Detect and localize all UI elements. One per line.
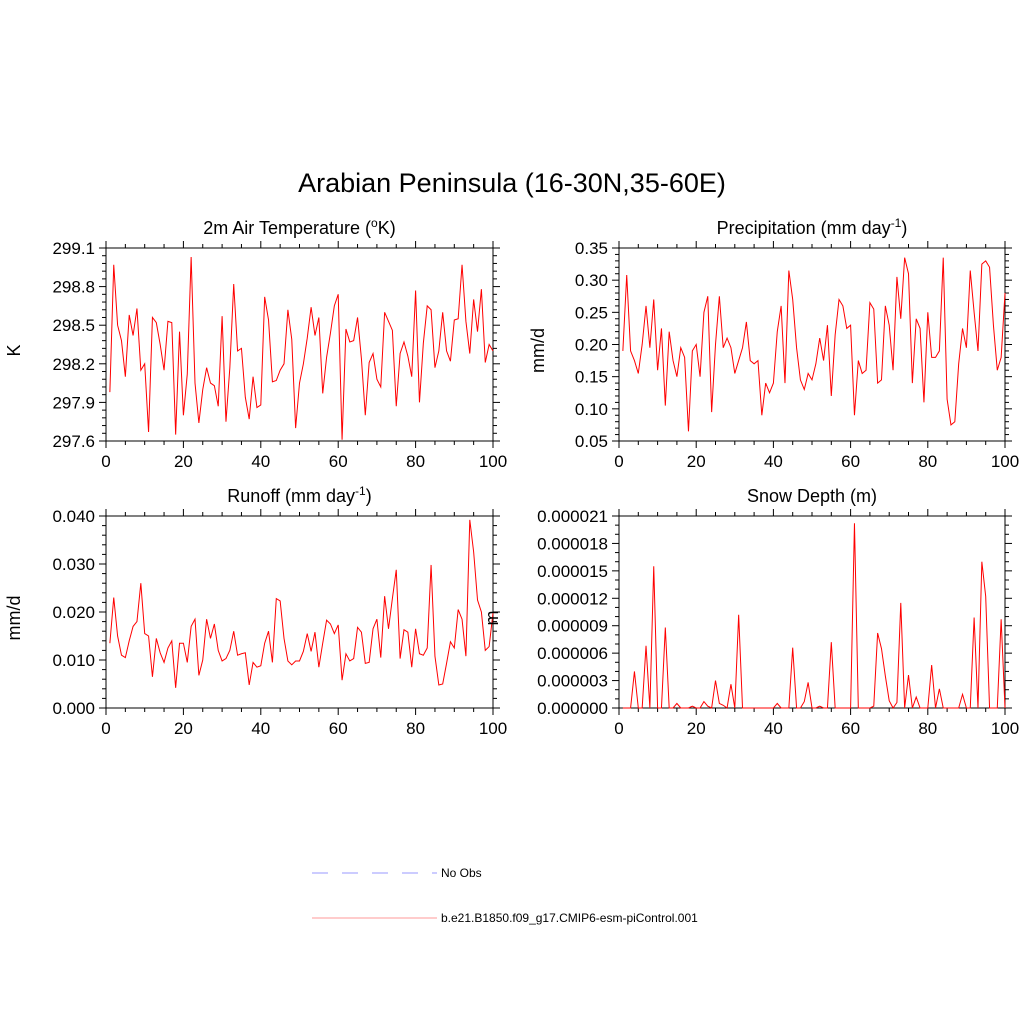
- chart-3-ytick-label: 0.010: [52, 651, 95, 670]
- legend: No Obs b.e21.B1850.f09_g17.CMIP6-esm-piC…: [312, 866, 698, 925]
- chart-4-xtick-label: 100: [991, 719, 1019, 738]
- chart-3-xtick-label: 100: [479, 719, 507, 738]
- chart-4-ytick-label: 0.000021: [537, 507, 608, 526]
- chart-1-ylabel: K: [4, 344, 24, 356]
- chart-4-ylabel: m: [482, 611, 502, 626]
- chart-3-xtick-label: 0: [101, 719, 110, 738]
- chart-3-series-line: [109, 519, 494, 688]
- chart-2-series-line: [622, 257, 1006, 432]
- chart-4-ytick-label: 0.000012: [537, 589, 608, 608]
- chart-2-xtick-label: 20: [687, 452, 706, 471]
- chart-1-ytick-label: 298.2: [52, 355, 95, 374]
- panel-precipitation: Precipitation (mm day-1) mm/d 0 20 40 60 80 100…: [528, 216, 1019, 471]
- chart-2-ytick-label: 0.15: [575, 368, 608, 387]
- chart-2-title: Precipitation (mm day-1): [717, 216, 908, 238]
- panel-runoff: Runoff (mm day-1) mm/d 0 20 40 60 80 100 0.000 0.…: [4, 484, 507, 738]
- chart-3-xtick-label: 40: [251, 719, 270, 738]
- chart-3-ytick-label: 0.030: [52, 555, 95, 574]
- chart-4-ytick-label: 0.000009: [537, 617, 608, 636]
- chart-3-xtick-label: 80: [406, 719, 425, 738]
- legend-label-no-obs: No Obs: [441, 866, 482, 880]
- chart-2-ylabel: mm/d: [528, 328, 548, 373]
- chart-2-xtick-label: 100: [991, 452, 1019, 471]
- chart-2-xtick-label: 60: [841, 452, 860, 471]
- panel-air-temperature: 2m Air Temperature (oK) K 0 20 40 60 80 100 297.…: [4, 216, 507, 471]
- chart-2-ytick-label: 0.10: [575, 400, 608, 419]
- chart-4-ytick-label: 0.000003: [537, 672, 608, 691]
- chart-2-ytick-label: 0.05: [575, 432, 608, 451]
- chart-3-title: Runoff (mm day-1): [227, 484, 371, 506]
- chart-1-ytick-label: 297.6: [52, 432, 95, 451]
- chart-2-xtick-label: 0: [614, 452, 623, 471]
- chart-4-xtick-label: 60: [841, 719, 860, 738]
- chart-2-xtick-label: 80: [918, 452, 937, 471]
- chart-4-xtick-label: 40: [764, 719, 783, 738]
- chart-1-xtick-label: 80: [406, 452, 425, 471]
- chart-1-ytick-label: 297.9: [52, 393, 95, 412]
- chart-4-title: Snow Depth (m): [747, 486, 877, 506]
- legend-label-model-run: b.e21.B1850.f09_g17.CMIP6-esm-piControl.…: [441, 911, 698, 925]
- figure-title: Arabian Peninsula (16-30N,35-60E): [298, 168, 726, 198]
- chart-1-xtick-label: 60: [329, 452, 348, 471]
- chart-3-xtick-label: 20: [174, 719, 193, 738]
- chart-1-frame: [105, 247, 494, 442]
- chart-4-ytick-label: 0.000018: [537, 534, 608, 553]
- chart-2-xtick-label: 40: [764, 452, 783, 471]
- chart-1-xtick-label: 20: [174, 452, 193, 471]
- chart-1-series-line: [109, 256, 494, 440]
- chart-1-ytick-label: 298.5: [52, 316, 95, 335]
- chart-2-ytick-label: 0.20: [575, 336, 608, 355]
- chart-4-ytick-label: 0.000015: [537, 562, 608, 581]
- chart-4-series-line: [622, 523, 1006, 709]
- chart-3-ytick-label: 0.020: [52, 603, 95, 622]
- chart-1-title: 2m Air Temperature (oK): [203, 216, 395, 238]
- chart-4-ytick-label: 0.000006: [537, 644, 608, 663]
- chart-4-frame: [618, 515, 1006, 709]
- chart-4-xtick-label: 0: [614, 719, 623, 738]
- chart-2-frame: [618, 247, 1006, 442]
- chart-4-ytick-label: 0.000000: [537, 699, 608, 718]
- chart-2-ytick-label: 0.30: [575, 271, 608, 290]
- chart-3-ytick-label: 0.000: [52, 699, 95, 718]
- chart-2-ytick-label: 0.25: [575, 303, 608, 322]
- chart-3-xtick-label: 60: [329, 719, 348, 738]
- chart-4-xtick-label: 80: [918, 719, 937, 738]
- chart-1-xtick-label: 100: [479, 452, 507, 471]
- chart-3-ylabel: mm/d: [4, 596, 24, 641]
- chart-1-xtick-label: 0: [101, 452, 110, 471]
- chart-1-xtick-label: 40: [251, 452, 270, 471]
- panel-snow-depth: Snow Depth (m) m 0 20 40 60 80 100 0.000000 0.000…: [482, 486, 1019, 738]
- chart-1-ytick-label: 299.1: [52, 239, 95, 258]
- chart-4-xtick-label: 20: [687, 719, 706, 738]
- chart-2-ytick-label: 0.35: [575, 239, 608, 258]
- chart-1-ytick-label: 298.8: [52, 278, 95, 297]
- chart-3-ytick-label: 0.040: [52, 507, 95, 526]
- chart-3-frame: [105, 515, 494, 709]
